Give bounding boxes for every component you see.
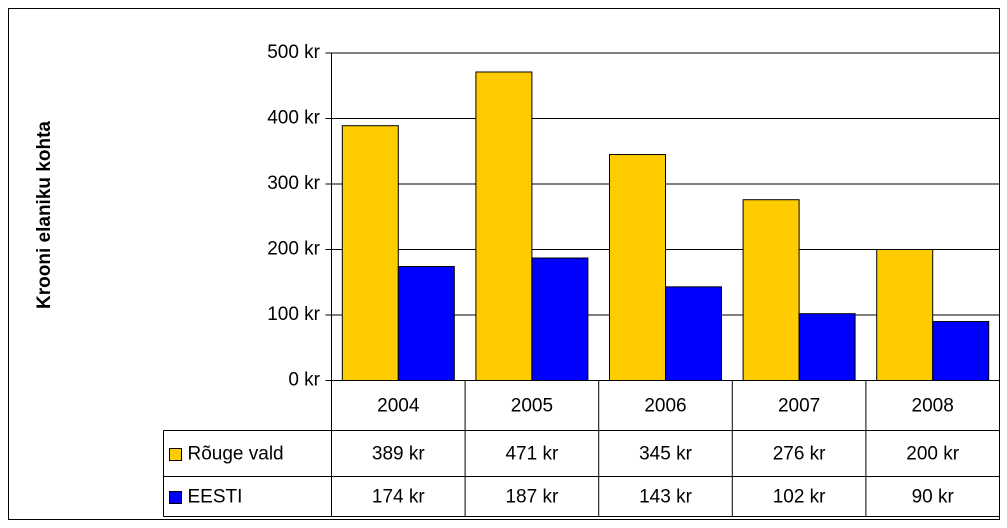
data-label: 345 kr [639, 444, 692, 465]
x-tick-label: 2005 [511, 396, 553, 417]
data-label: 90 kr [912, 487, 955, 508]
bar [397, 266, 455, 381]
y-tick-label: 400 kr [267, 108, 320, 129]
y-tick-label: 500 kr [267, 42, 320, 63]
bar [742, 199, 800, 381]
legend-swatch [169, 448, 182, 461]
x-tick-label: 2008 [912, 396, 954, 417]
y-axis-label: Krooni elaniku kohta [34, 121, 55, 309]
data-label: 174 kr [372, 487, 425, 508]
y-tick-label: 0 kr [288, 370, 320, 391]
bar [932, 321, 990, 381]
x-tick-label: 2004 [377, 396, 420, 417]
data-label: 471 kr [505, 444, 558, 465]
bar [798, 313, 856, 381]
bar [609, 154, 666, 381]
legend-label: Rõuge vald [188, 444, 284, 465]
bar [475, 71, 533, 382]
data-label: 143 kr [639, 487, 692, 508]
legend-swatch [169, 491, 182, 504]
bar [341, 125, 399, 381]
data-label: 276 kr [773, 444, 826, 465]
x-tick-label: 2006 [644, 396, 686, 417]
data-label: 389 kr [372, 444, 425, 465]
bar [665, 286, 722, 381]
data-label: 187 kr [505, 487, 558, 508]
bar [876, 249, 934, 381]
bar [531, 257, 589, 382]
data-label: 102 kr [773, 487, 826, 508]
x-tick-label: 2007 [778, 396, 820, 417]
y-tick-label: 200 kr [267, 239, 320, 260]
legend-label: EESTI [188, 487, 243, 508]
y-tick-label: 100 kr [267, 304, 320, 325]
data-label: 200 kr [906, 444, 959, 465]
y-tick-label: 300 kr [267, 173, 320, 194]
